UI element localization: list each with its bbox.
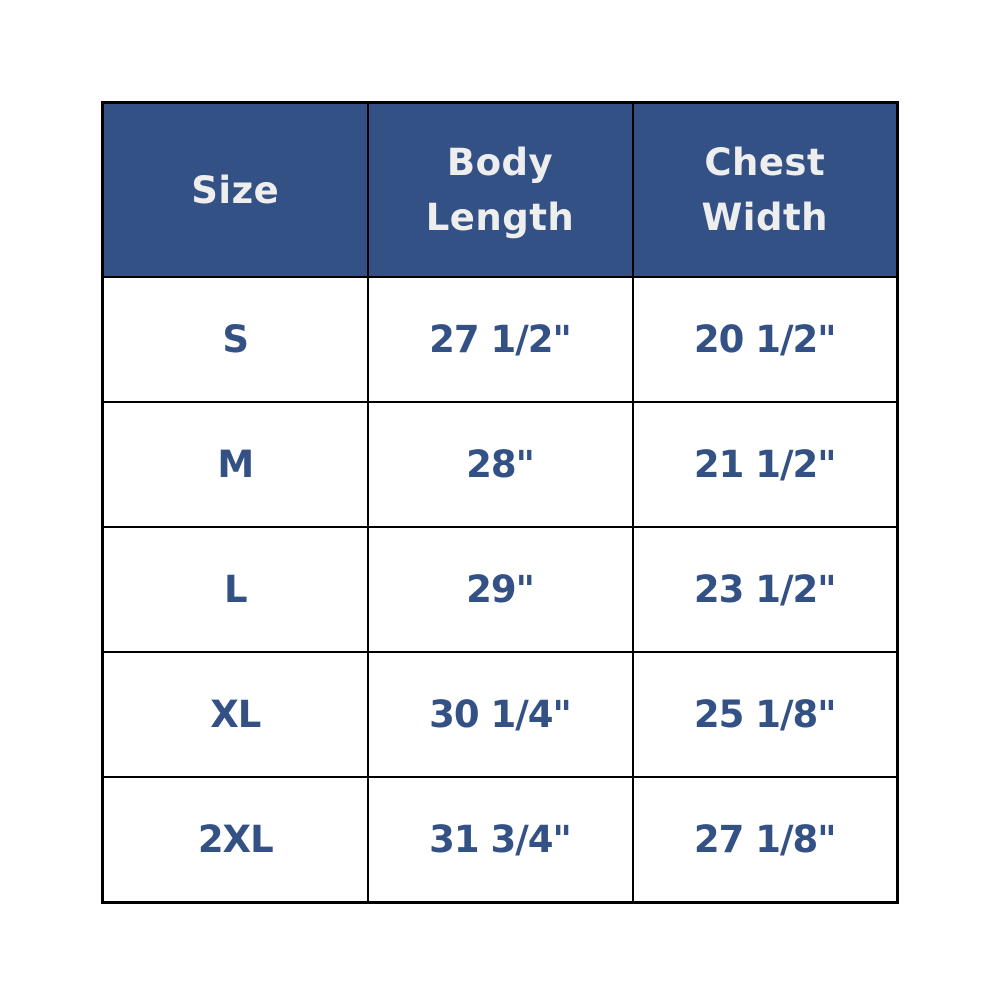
table-row: S 27 1/2" 20 1/2" [101, 276, 899, 403]
header-label: Chest [704, 141, 826, 184]
table-row: L 29" 23 1/2" [101, 526, 899, 653]
header-label: Length [425, 196, 575, 239]
header-label: Size [191, 168, 280, 212]
table-row: M 28" 21 1/2" [101, 401, 899, 528]
header-size: Size [101, 101, 369, 278]
cell-chest-width: 21 1/2" [631, 401, 899, 528]
header-label: Width [701, 196, 828, 239]
header-body-length: Body Length [366, 101, 634, 278]
cell-body-length: 31 3/4" [366, 776, 634, 904]
cell-size: 2XL [101, 776, 369, 904]
cell-chest-width: 27 1/8" [631, 776, 899, 904]
table-row: 2XL 31 3/4" 27 1/8" [101, 776, 899, 904]
cell-body-length: 28" [366, 401, 634, 528]
header-chest-width: Chest Width [631, 101, 899, 278]
header-label: Body [446, 141, 554, 184]
size-chart-table: Size Body Length Chest Width S 27 1/2" 20 1/… [101, 101, 899, 904]
cell-body-length: 30 1/4" [366, 651, 634, 778]
cell-body-length: 27 1/2" [366, 276, 634, 403]
header-row: Size Body Length Chest Width [101, 101, 899, 278]
cell-body-length: 29" [366, 526, 634, 653]
cell-size: M [101, 401, 369, 528]
cell-chest-width: 20 1/2" [631, 276, 899, 403]
cell-chest-width: 23 1/2" [631, 526, 899, 653]
cell-size: L [101, 526, 369, 653]
cell-size: XL [101, 651, 369, 778]
cell-size: S [101, 276, 369, 403]
cell-chest-width: 25 1/8" [631, 651, 899, 778]
table-row: XL 30 1/4" 25 1/8" [101, 651, 899, 778]
